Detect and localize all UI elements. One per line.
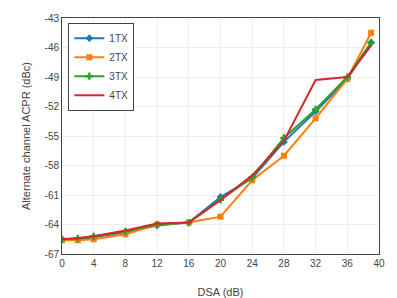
svg-text:-43: -43 [45,13,60,24]
svg-text:-67: -67 [45,249,60,260]
svg-text:32: 32 [310,258,322,269]
svg-text:-49: -49 [45,72,60,83]
svg-text:-64: -64 [45,219,60,230]
svg-text:4TX: 4TX [109,90,128,101]
svg-text:24: 24 [247,258,259,269]
svg-text:36: 36 [342,258,354,269]
svg-text:1TX: 1TX [109,33,128,44]
svg-text:-52: -52 [45,101,60,112]
svg-text:Alternate channel ACPR (dBc): Alternate channel ACPR (dBc) [20,62,32,210]
svg-text:16: 16 [183,258,195,269]
svg-text:20: 20 [215,258,227,269]
svg-text:-55: -55 [45,131,60,142]
svg-text:8: 8 [123,258,129,269]
svg-text:2TX: 2TX [109,52,128,63]
svg-text:-61: -61 [45,190,60,201]
svg-text:-58: -58 [45,160,60,171]
svg-text:-46: -46 [45,42,60,53]
svg-text:3TX: 3TX [109,71,128,82]
svg-text:0: 0 [59,258,65,269]
svg-text:4: 4 [91,258,97,269]
svg-text:28: 28 [278,258,290,269]
svg-text:12: 12 [152,258,164,269]
svg-text:40: 40 [373,258,385,269]
svg-text:DSA (dB): DSA (dB) [198,286,244,298]
